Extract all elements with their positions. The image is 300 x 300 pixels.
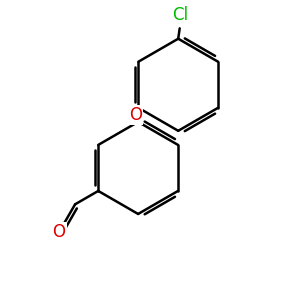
- Text: Cl: Cl: [172, 7, 188, 25]
- Text: O: O: [52, 223, 65, 241]
- Text: O: O: [129, 106, 142, 124]
